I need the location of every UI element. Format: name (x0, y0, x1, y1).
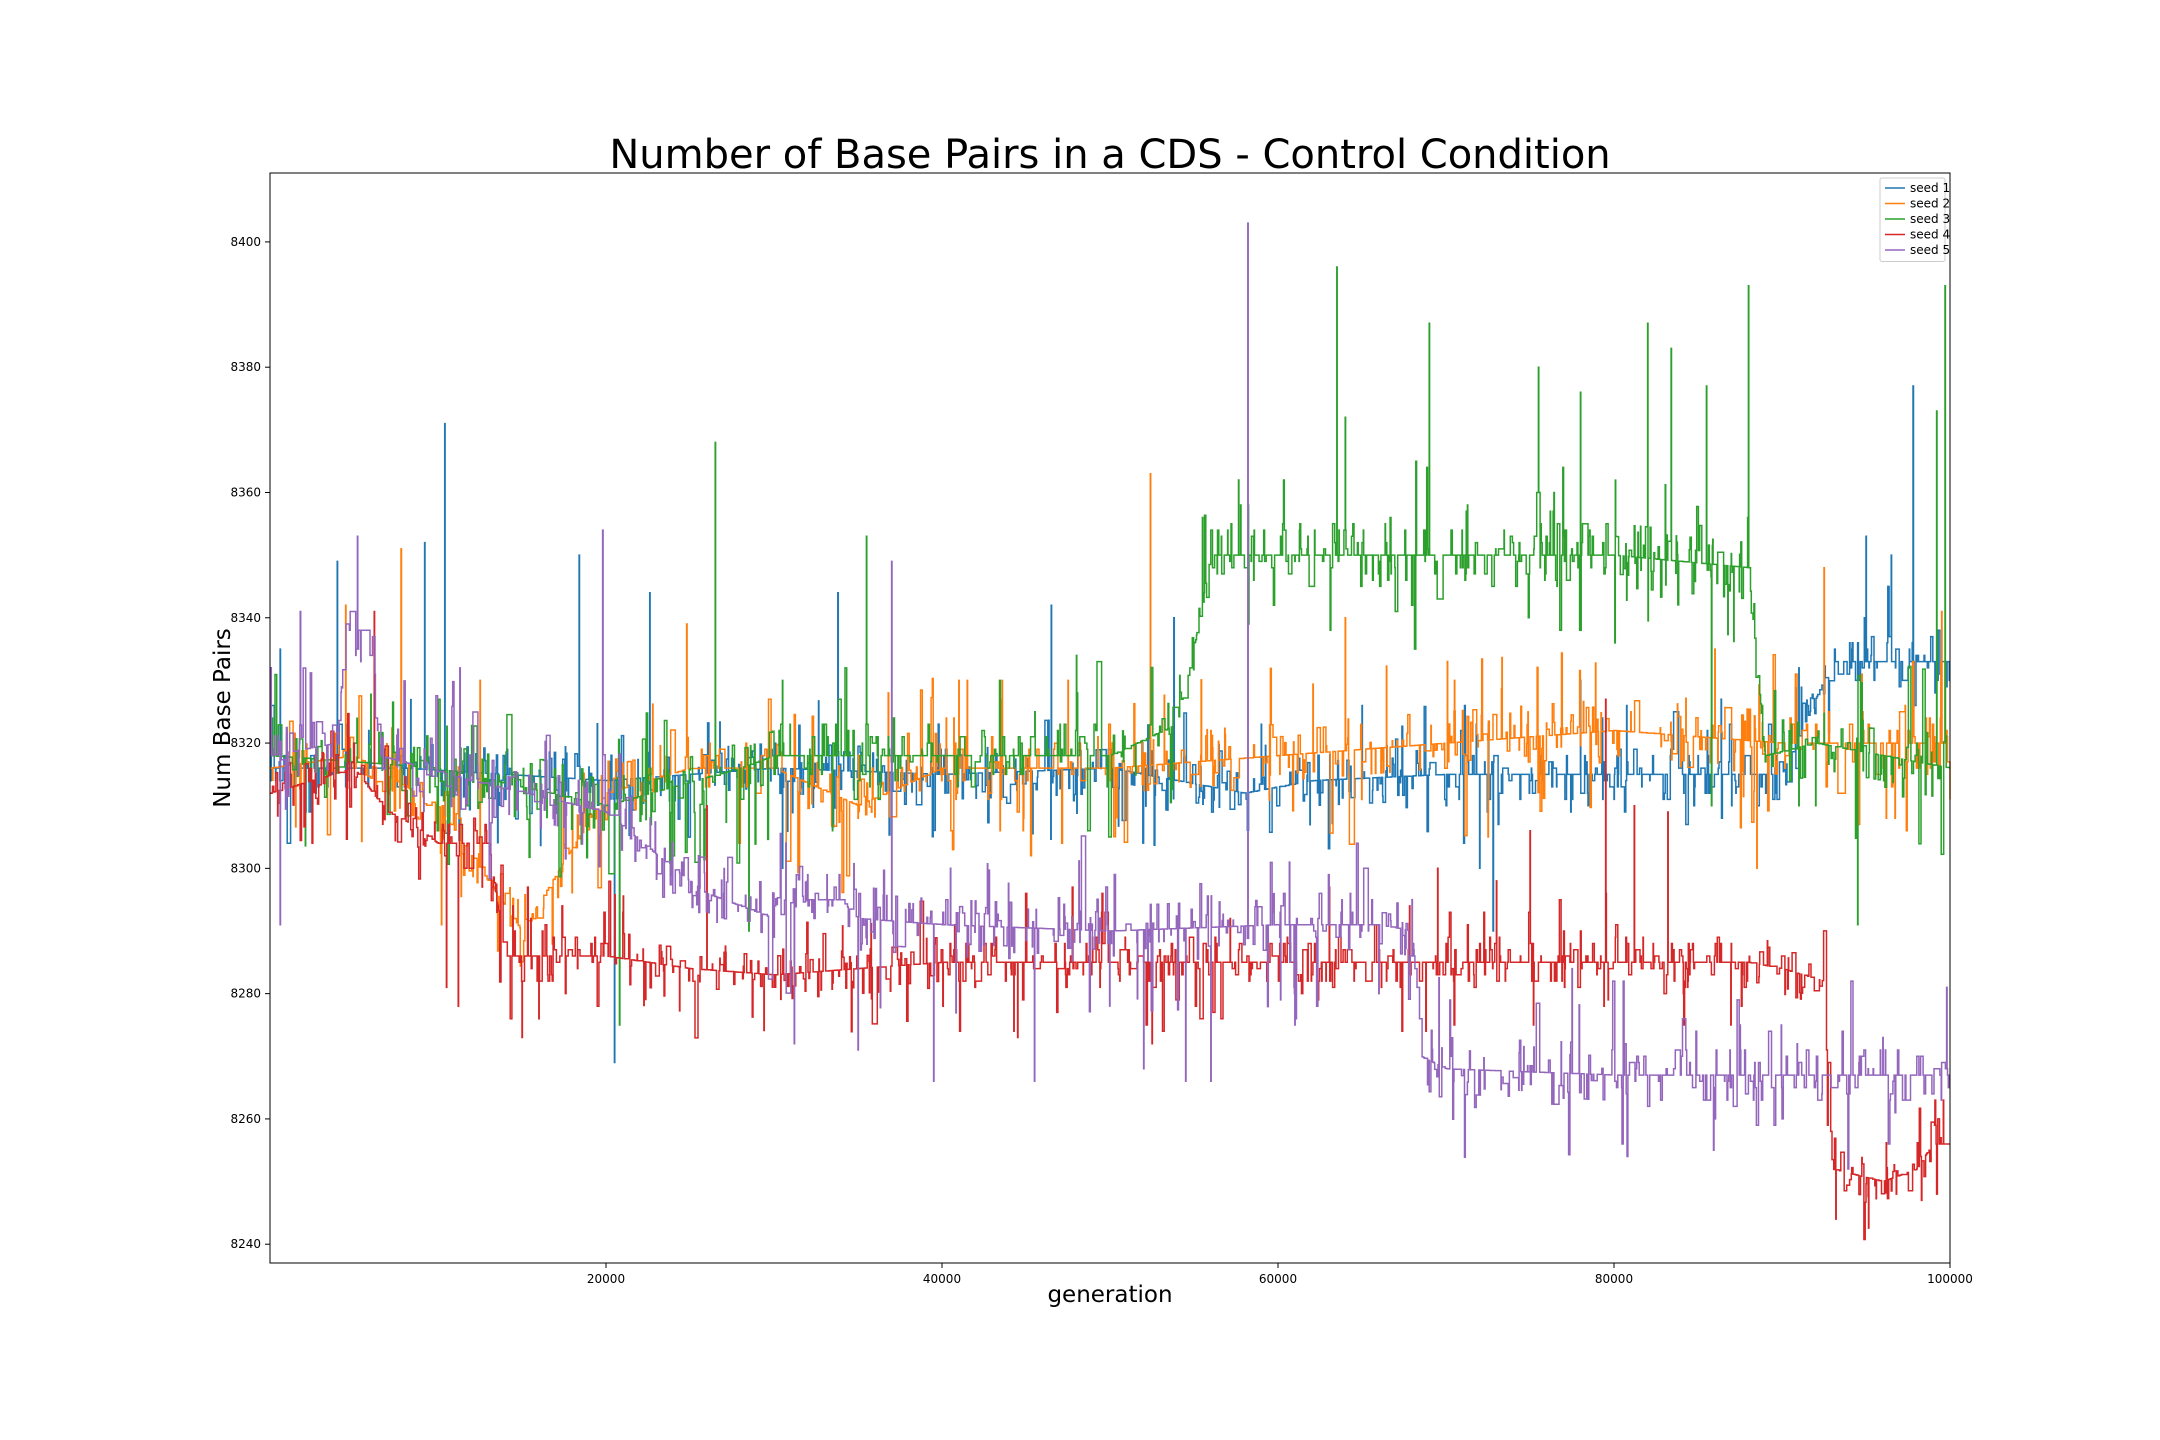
y-tick-label: 8340 (230, 611, 261, 625)
legend-box (1879, 177, 1946, 262)
y-tick-label: 8240 (230, 1237, 261, 1251)
series-line-seed-3 (270, 266, 1951, 1026)
x-tick-label: 100000 (1927, 1272, 1973, 1286)
plot-area-frame (269, 172, 1951, 1264)
y-tick-label: 8400 (230, 235, 261, 249)
x-tick-label: 60000 (1259, 1272, 1297, 1286)
series-line-seed-4 (270, 610, 1950, 1241)
x-tick-label: 80000 (1595, 1272, 1633, 1286)
series-line-seed-5 (269, 222, 1951, 1170)
x-axis-label: generation (1047, 1282, 1172, 1308)
x-tick-label: 40000 (923, 1272, 961, 1286)
y-tick-label: 8320 (230, 736, 261, 750)
legend-entry-label: seed 5 (1910, 243, 1950, 257)
x-axis-ticks: 20000 40000 60000 80000 100000 (587, 1263, 1973, 1286)
legend-entry-label: seed 4 (1910, 228, 1950, 242)
legend-entry-label: seed 2 (1910, 197, 1950, 211)
chart-title: Number of Base Pairs in a CDS - Control … (609, 132, 1610, 178)
legend-entry-label: seed 3 (1910, 212, 1950, 226)
x-tick-label: 20000 (587, 1272, 625, 1286)
y-tick-label: 8380 (230, 360, 261, 374)
series-line-seed-2 (270, 472, 1951, 967)
y-tick-label: 8280 (230, 987, 261, 1001)
y-axis-label: Num Base Pairs (210, 628, 236, 808)
y-tick-label: 8360 (230, 485, 261, 499)
y-tick-label: 8300 (230, 861, 261, 875)
series-lines (269, 222, 1951, 1241)
legend-entry-label: seed 1 (1910, 181, 1950, 195)
y-axis-ticks: 8240 8260 8280 8300 8320 8340 8360 8380 8400 (230, 235, 270, 1251)
y-tick-label: 8260 (230, 1112, 261, 1126)
